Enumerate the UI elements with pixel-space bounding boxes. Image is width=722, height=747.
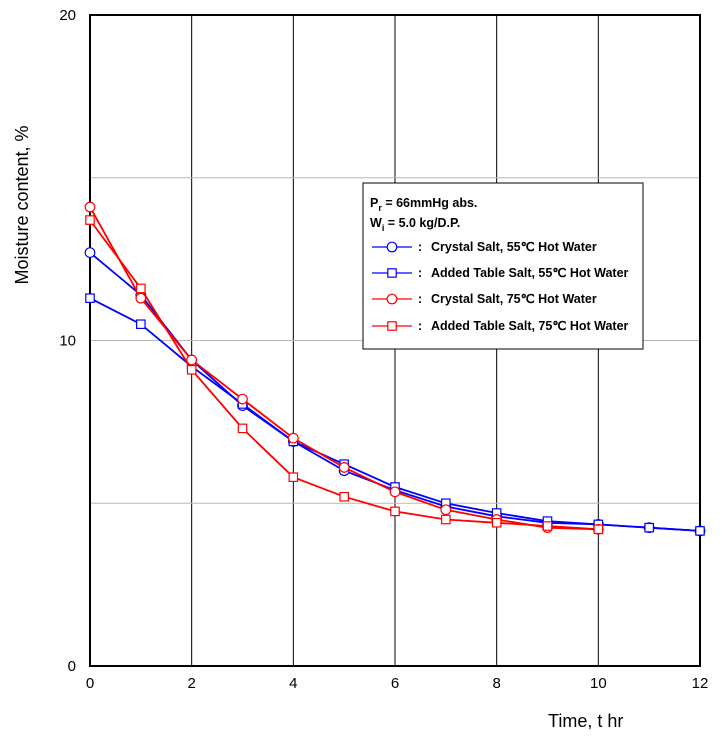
legend-entries: : Crystal Salt, 55℃ Hot Water: Added Table… [372,240,629,333]
condition-weight: Wi = 5.0 kg/D.P. [370,216,460,233]
data-point [84,247,96,259]
legend-marker [387,321,397,331]
legend-label: Crystal Salt, 55℃ Hot Water [431,240,597,254]
data-point [390,506,400,517]
legend-marker [387,268,397,278]
data-point [136,283,146,294]
data-point [287,432,299,444]
x-tick-label: 6 [391,675,399,692]
data-point [237,423,248,434]
legend-label: Crystal Salt, 75℃ Hot Water [431,292,597,306]
data-point [237,393,248,405]
x-tick-labels: 0 2 4 6 8 10 12 [86,675,709,692]
data-point [338,462,350,473]
data-point [389,486,401,498]
x-axis-title: Time, t hr [548,711,623,731]
data-point [136,319,146,330]
legend-colon: : [418,240,422,254]
legend-marker [386,241,398,253]
weight-subscript: i [382,223,385,233]
legend-entry-1: : Crystal Salt, 55℃ Hot Water [372,240,597,254]
data-point [186,354,198,366]
weight-symbol: W [370,216,382,230]
x-tick-label: 0 [86,675,94,692]
data-point [695,526,705,536]
legend-colon: : [418,319,422,333]
data-point [135,292,147,304]
data-series [84,201,706,537]
y-tick-labels: 0 10 20 [59,7,76,675]
legend: Pr = 66mmHg abs. Wi = 5.0 kg/D.P. : Cryst… [362,182,644,350]
data-point [440,504,452,516]
data-point [85,215,95,225]
data-point [186,364,197,375]
data-point [288,472,299,483]
legend-label: Added Table Salt, 75℃ Hot Water [431,319,629,333]
legend-colon: : [418,266,422,280]
plot-frame [89,14,701,667]
legend-entry-3: : Crystal Salt, 75℃ Hot Water [372,292,597,306]
legend-box [362,182,644,350]
pressure-symbol: P [370,196,378,210]
legend-marker [386,293,398,305]
data-point [593,524,604,535]
y-tick-label: 10 [59,333,76,350]
weight-value: = 5.0 kg/D.P. [384,216,460,230]
pressure-subscript: r [378,203,382,213]
legend-colon: : [418,292,422,306]
data-point [84,201,96,213]
series-4 [85,215,604,535]
y-tick-label: 0 [68,658,76,675]
y-axis-title: Moisture content, % [12,125,32,284]
x-tick-label: 8 [492,675,500,692]
legend-label: Added Table Salt, 55℃ Hot Water [431,266,629,280]
x-tick-label: 2 [187,675,195,692]
data-point [491,517,502,528]
condition-pressure: Pr = 66mmHg abs. [370,196,477,213]
legend-entry-4: : Added Table Salt, 75℃ Hot Water [372,319,629,333]
data-point [644,522,654,533]
x-tick-label: 12 [692,675,709,692]
data-point [339,491,349,502]
data-point [441,514,451,525]
data-point [542,521,553,531]
y-tick-label: 20 [59,7,76,24]
x-tick-label: 10 [590,675,607,692]
data-point [85,293,95,303]
pressure-value: = 66mmHg abs. [382,196,478,210]
x-tick-label: 4 [289,675,297,692]
legend-entry-2: : Added Table Salt, 55℃ Hot Water [372,266,629,280]
